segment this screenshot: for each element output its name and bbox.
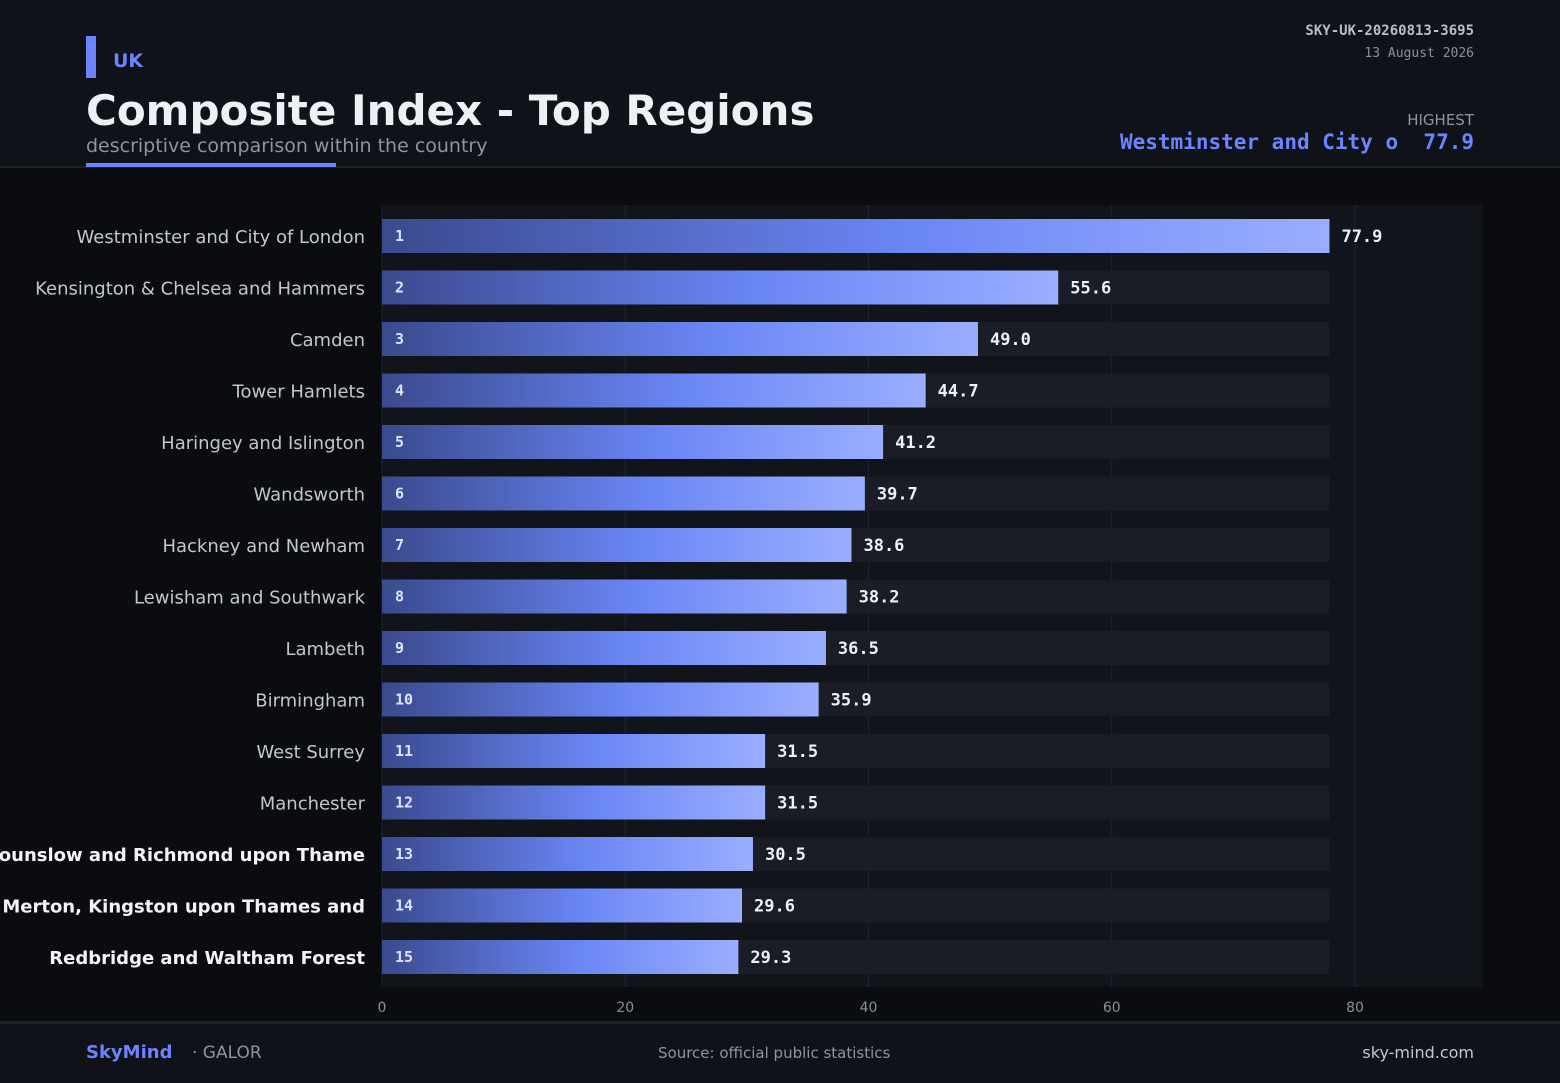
rank-label: 12	[395, 794, 413, 812]
value-label: 38.2	[859, 588, 900, 608]
highest-value: 77.9	[1423, 130, 1474, 154]
value-label: 39.7	[877, 485, 918, 505]
category-label: Westminster and City of London	[77, 227, 365, 248]
bar	[382, 734, 766, 768]
bar	[382, 579, 847, 614]
category-label: Birmingham	[255, 691, 365, 712]
rank-label: 14	[395, 897, 413, 915]
brand-name: SkyMind	[86, 1042, 173, 1063]
bar	[382, 837, 753, 871]
x-tick-label: 40	[860, 1000, 878, 1016]
rank-label: 4	[395, 382, 404, 400]
value-label: 77.9	[1341, 227, 1382, 247]
bar	[382, 631, 826, 665]
rank-label: 8	[395, 588, 404, 606]
value-label: 55.6	[1070, 279, 1111, 299]
rank-label: 1	[395, 227, 404, 245]
source-note: Source: official public statistics	[658, 1044, 891, 1062]
title-underline	[86, 163, 336, 167]
bar	[382, 425, 884, 459]
bar	[382, 682, 819, 717]
category-label: Kensington & Chelsea and Hammers	[35, 279, 365, 300]
bar	[382, 888, 743, 923]
rank-label: 13	[395, 845, 413, 863]
category-label: Merton, Kingston upon Thames and	[2, 897, 365, 918]
bar	[382, 373, 926, 408]
value-label: 41.2	[895, 433, 936, 453]
header-bar: UK Composite Index - Top Regions descrip…	[0, 0, 1560, 168]
category-label: Redbridge and Waltham Forest	[49, 948, 365, 969]
website-link[interactable]: sky-mind.com	[1362, 1043, 1474, 1062]
bar	[382, 528, 852, 562]
category-label: Hackney and Newham	[162, 536, 365, 557]
value-label: 36.5	[838, 639, 879, 659]
footer-bar: SkyMind · GALOR Source: official public …	[0, 1021, 1560, 1083]
highest-label: HIGHEST	[1407, 111, 1474, 129]
page-title: Composite Index - Top Regions	[86, 86, 815, 135]
country-label: UK	[113, 50, 144, 72]
bar	[382, 322, 978, 356]
rank-label: 15	[395, 948, 413, 966]
rank-label: 3	[395, 330, 404, 348]
category-label: Lewisham and Southwark	[134, 588, 366, 609]
x-tick-label: 60	[1103, 1000, 1121, 1016]
accent-bar	[86, 36, 96, 78]
value-label: 31.5	[777, 742, 818, 762]
rank-label: 5	[395, 433, 404, 451]
rank-label: 7	[395, 536, 404, 554]
x-tick-label: 20	[616, 1000, 634, 1016]
value-label: 29.3	[750, 948, 791, 968]
bar	[382, 940, 739, 974]
category-label: Hounslow and Richmond upon Thame	[0, 845, 365, 866]
rank-label: 2	[395, 279, 404, 297]
bar	[382, 785, 766, 820]
category-label: Camden	[290, 330, 365, 351]
category-label: Lambeth	[285, 639, 365, 660]
value-label: 29.6	[754, 897, 795, 917]
value-label: 30.5	[765, 845, 806, 865]
bar	[382, 219, 1330, 253]
bar	[382, 270, 1059, 305]
category-label: Manchester	[260, 794, 366, 815]
x-tick-label: 80	[1346, 1000, 1364, 1016]
document-date: 13 August 2026	[1364, 46, 1474, 61]
document-id: SKY-UK-20260813-3695	[1305, 23, 1474, 39]
category-label: Haringey and Islington	[161, 433, 365, 454]
value-label: 49.0	[990, 330, 1031, 350]
rank-label: 6	[395, 485, 404, 503]
rank-label: 9	[395, 639, 404, 657]
category-label: Wandsworth	[254, 485, 366, 506]
value-label: 35.9	[831, 691, 872, 711]
category-label: West Surrey	[256, 742, 365, 763]
bar-chart: 0 20 40 60 80 1 77.9 Westminster and City of Lo…	[0, 205, 1482, 1016]
value-label: 44.7	[938, 382, 979, 402]
brand-subtitle: · GALOR	[192, 1043, 262, 1063]
value-label: 38.6	[863, 536, 904, 556]
highest-region: Westminster and City o	[1119, 130, 1399, 154]
category-label: Tower Hamlets	[232, 382, 365, 403]
highest-summary: Westminster and City o 77.9	[1120, 130, 1474, 154]
value-label: 31.5	[777, 794, 818, 814]
page-subtitle: descriptive comparison within the countr…	[86, 135, 488, 157]
rank-label: 10	[395, 691, 413, 709]
x-tick-label: 0	[378, 1000, 387, 1016]
rank-label: 11	[395, 742, 413, 760]
bar	[382, 476, 865, 511]
